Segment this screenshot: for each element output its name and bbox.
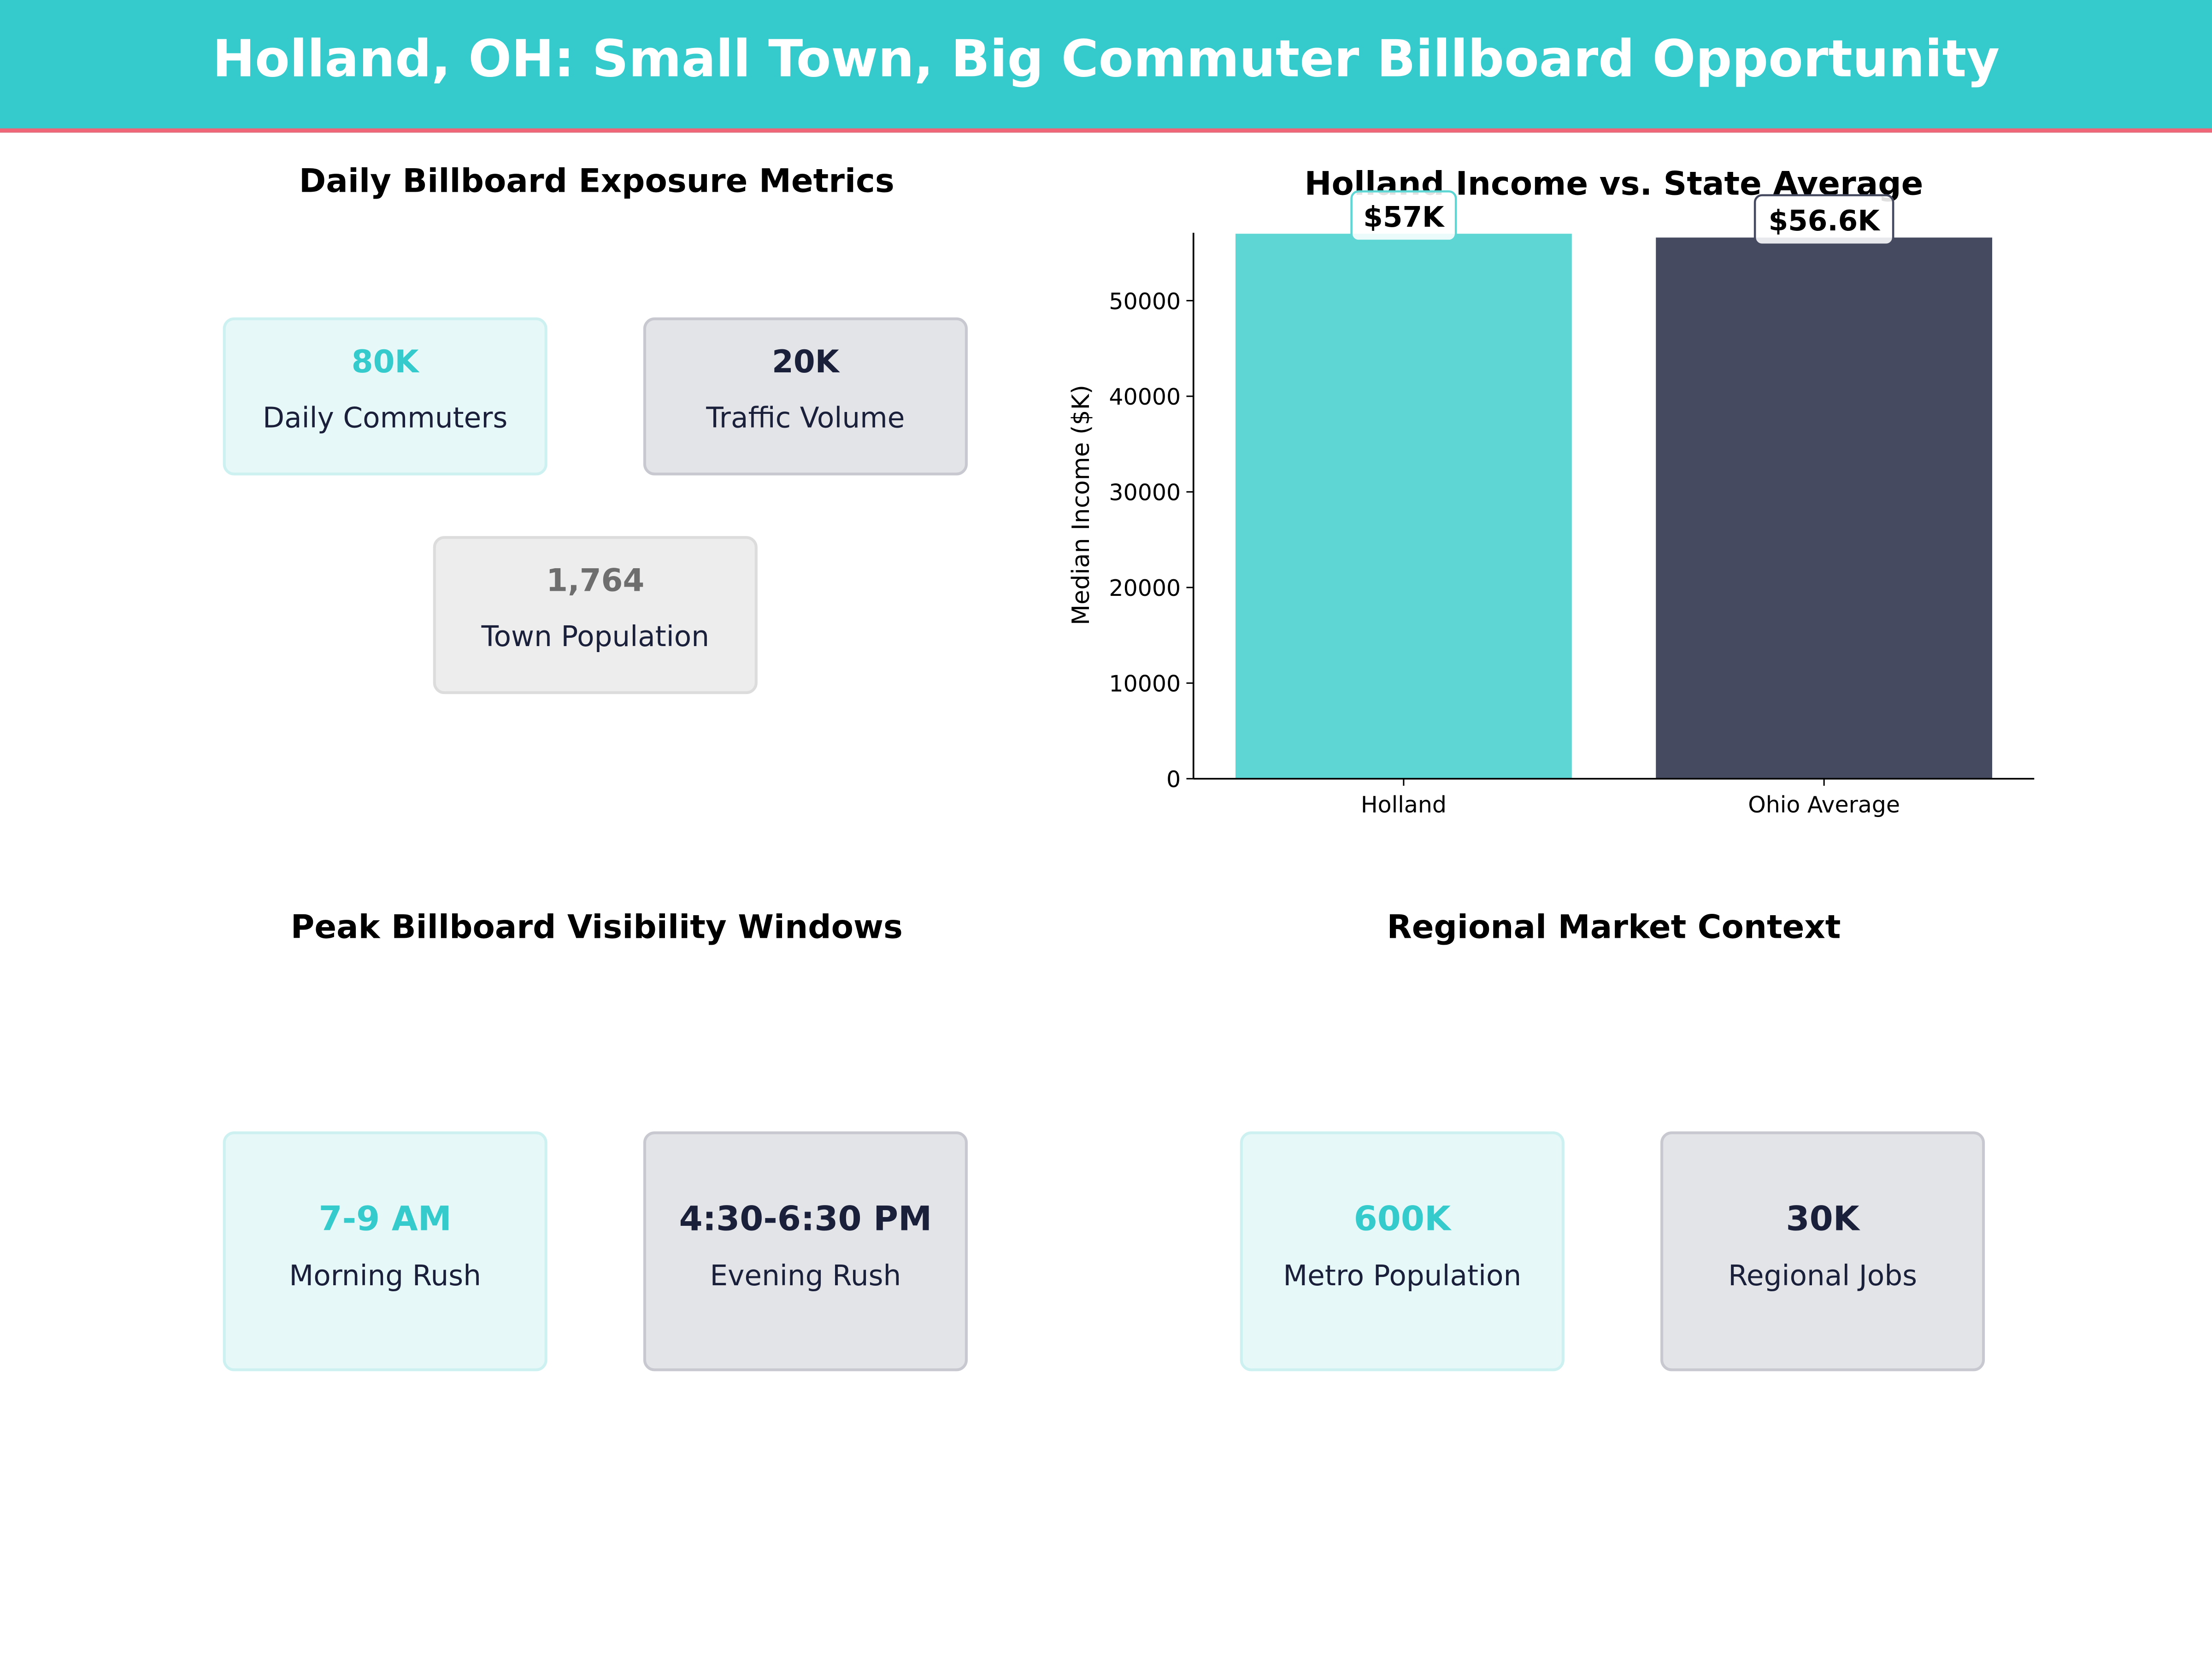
metric-card-morning-rush: 7-9 AM Morning Rush [223,1131,547,1371]
data-label-box [1350,190,1457,242]
y-tick-label: 30000 [1109,480,1181,506]
y-tick-label: 40000 [1109,384,1181,410]
metric-label: Morning Rush [289,1258,482,1293]
x-tick-label: Ohio Average [1748,792,1900,818]
y-axis-label: Median Income ($K) [1067,385,1095,625]
metric-card-town-population: 1,764 Town Population [433,536,758,694]
bar-1 [1656,237,1993,779]
header-banner: Holland, OH: Small Town, Big Commuter Bi… [0,0,2212,133]
data-label: $56.6K [1769,205,1881,237]
metric-value: 20K [771,345,839,381]
y-tick-label: 20000 [1109,575,1181,601]
regional-title: Regional Market Context [1387,910,1841,947]
data-label: $57K [1363,201,1445,234]
metric-card-evening-rush: 4:30-6:30 PM Evening Rush [643,1131,968,1371]
metric-label: Traffic Volume [706,400,905,435]
bar-0 [1235,234,1572,779]
metric-value: 1,764 [546,564,645,600]
y-tick-label: 50000 [1109,288,1181,315]
metric-value: 4:30-6:30 PM [679,1199,932,1239]
metric-card-traffic-volume: 20K Traffic Volume [643,317,968,476]
metric-card-regional-jobs: 30K Regional Jobs [1660,1131,1985,1371]
y-tick-label: 10000 [1109,671,1181,697]
metric-label: Evening Rush [710,1258,901,1293]
data-label-box [1753,194,1894,246]
income-bar-chart: Holland Income vs. State Average Median … [1067,165,2035,818]
metric-value: 80K [351,345,419,381]
metric-label: Town Population [481,619,710,653]
visibility-title: Peak Billboard Visibility Windows [290,910,903,947]
metric-label: Daily Commuters [263,400,508,435]
metric-card-daily-commuters: 80K Daily Commuters [223,317,547,476]
y-tick-label: 0 [1166,766,1181,793]
exposure-title: Daily Billboard Exposure Metrics [299,164,894,200]
metric-label: Regional Jobs [1728,1258,1917,1293]
metric-label: Metro Population [1283,1258,1522,1293]
metric-card-metro-population: 600K Metro Population [1240,1131,1565,1371]
metric-value: 600K [1353,1199,1451,1239]
metric-value: 7-9 AM [318,1199,452,1239]
metric-value: 30K [1786,1199,1859,1239]
x-tick-label: Holland [1361,792,1447,818]
page-title: Holland, OH: Small Town, Big Commuter Bi… [212,31,2000,89]
